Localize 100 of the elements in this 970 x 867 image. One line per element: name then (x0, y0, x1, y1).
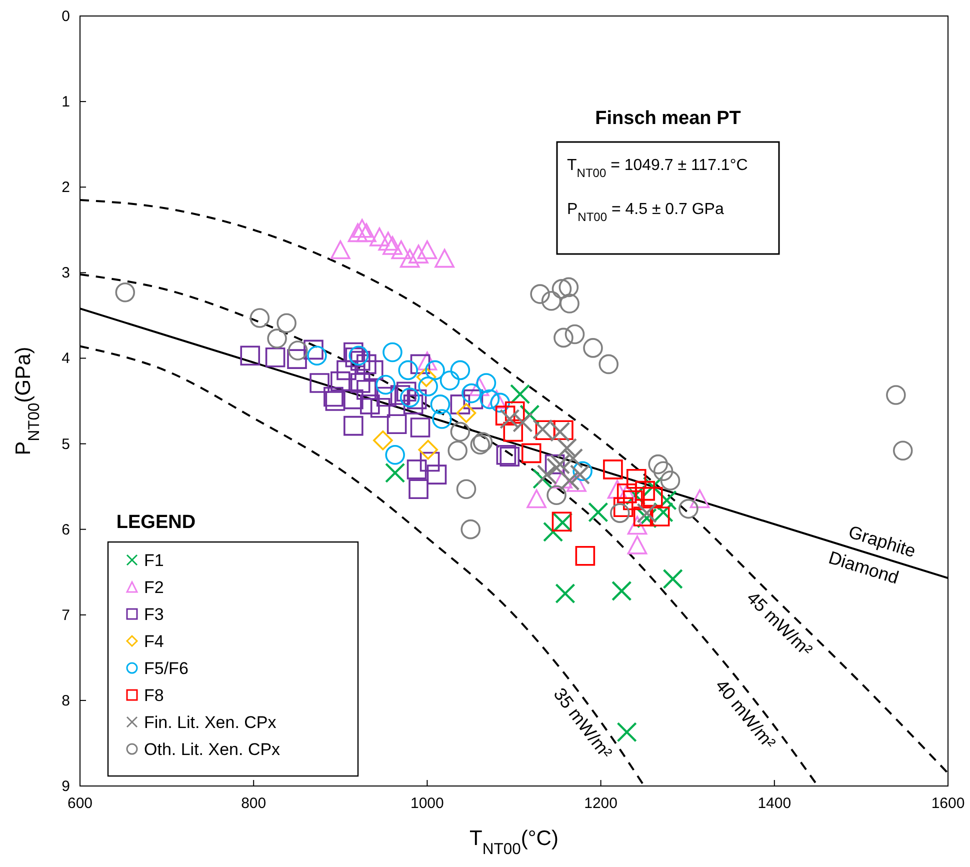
point (287, 349, 307, 369)
legend-label: F5/F6 (144, 659, 188, 678)
point (385, 445, 405, 465)
point (350, 350, 370, 371)
legend-label: F4 (144, 632, 164, 651)
point (426, 464, 447, 484)
point (562, 448, 584, 468)
point (559, 470, 580, 491)
x-tick-label: 1600 (931, 795, 965, 812)
point (575, 546, 596, 566)
point (265, 347, 286, 368)
point (642, 476, 663, 497)
point (653, 461, 674, 482)
x-axis-title: T$_{NT00}$(°C) (470, 827, 558, 858)
point (460, 519, 480, 540)
point (418, 440, 438, 460)
point (432, 409, 452, 429)
point (406, 460, 427, 480)
point (408, 479, 428, 500)
point (376, 374, 396, 395)
point (434, 248, 454, 268)
point (504, 401, 525, 422)
y-tick-label: 3 (62, 264, 70, 282)
point (348, 346, 369, 366)
point (570, 464, 590, 485)
point (635, 480, 655, 501)
point (886, 385, 906, 405)
point (310, 373, 330, 393)
point (420, 452, 440, 472)
point (480, 389, 500, 410)
point (616, 722, 637, 742)
point (554, 328, 574, 348)
point (892, 440, 913, 461)
point (406, 389, 427, 410)
point (530, 284, 550, 304)
x-tick-label: 1400 (758, 795, 792, 812)
point (360, 394, 380, 414)
point (417, 352, 438, 370)
point (490, 392, 510, 413)
point (425, 360, 445, 380)
point (356, 380, 376, 400)
point (376, 386, 396, 407)
legend-title: LEGEND (116, 512, 196, 533)
point (240, 346, 260, 366)
point (552, 279, 572, 299)
point (352, 218, 372, 238)
legend-label: F2 (144, 578, 164, 597)
point (541, 291, 562, 311)
point (325, 391, 346, 411)
point (495, 406, 516, 426)
point (564, 324, 585, 344)
annotation: Finsch mean PT (595, 108, 742, 129)
point (450, 360, 470, 380)
point (550, 454, 570, 474)
point (448, 440, 468, 461)
point (662, 568, 683, 590)
point (636, 508, 657, 528)
point (558, 277, 579, 298)
point (588, 502, 608, 522)
point (476, 373, 496, 393)
point (348, 223, 368, 242)
point (554, 420, 574, 440)
point (603, 460, 623, 480)
point (267, 328, 287, 348)
legend-label: F1 (144, 551, 164, 570)
point (572, 461, 592, 482)
point (510, 384, 530, 404)
point (396, 382, 416, 402)
x-tick-label: 1200 (584, 795, 618, 812)
point (613, 497, 634, 517)
point (330, 240, 350, 260)
point (373, 430, 393, 450)
point (678, 498, 698, 519)
point (400, 388, 420, 408)
point (542, 522, 564, 542)
point (450, 422, 470, 442)
point (386, 414, 407, 434)
point (626, 468, 646, 489)
point (336, 360, 356, 380)
x-tick-label: 600 (67, 795, 93, 812)
point (544, 454, 565, 474)
point (450, 394, 470, 414)
point (469, 377, 490, 396)
point (307, 346, 327, 366)
point (598, 354, 619, 374)
point (345, 347, 366, 368)
point (382, 342, 402, 362)
x-tick-label: 800 (241, 795, 266, 812)
point (384, 462, 406, 483)
point (463, 389, 484, 410)
point (250, 308, 270, 328)
point (583, 338, 603, 358)
point (356, 354, 376, 374)
y-tick-label: 0 (62, 8, 70, 25)
point (403, 394, 424, 414)
annotation: P$_{NT00}$ = 4.5 ± 0.7 GPa (567, 201, 724, 224)
point (623, 490, 643, 510)
point (417, 240, 438, 260)
point (456, 479, 476, 500)
point (390, 385, 410, 405)
